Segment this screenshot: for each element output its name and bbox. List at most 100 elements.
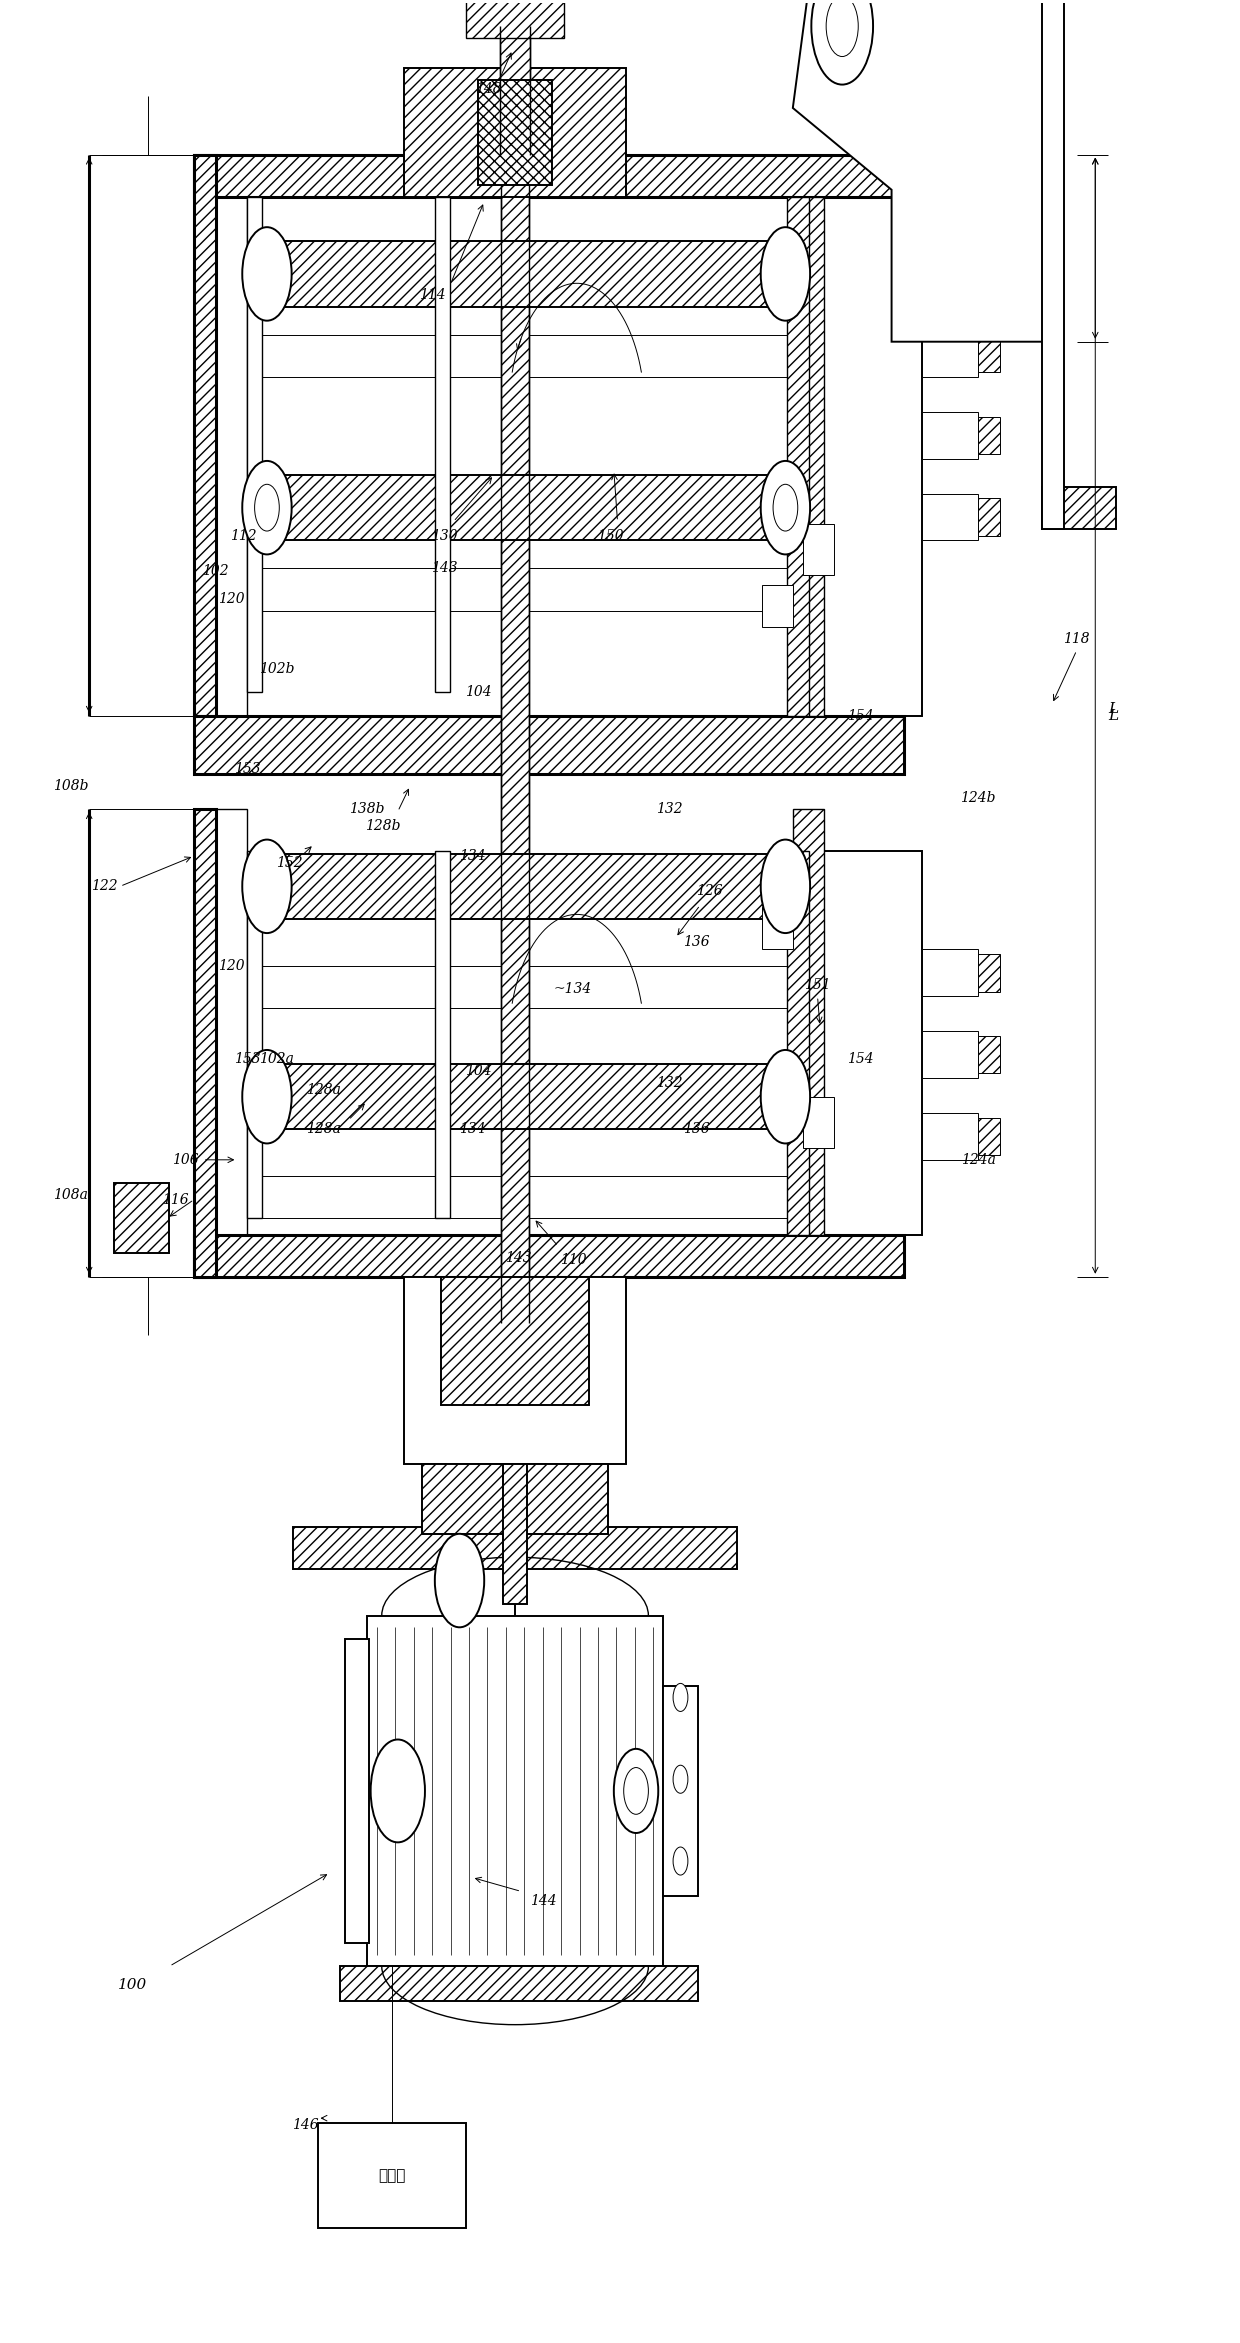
Text: 120: 120 — [218, 958, 244, 972]
Text: 108b: 108b — [53, 778, 88, 792]
Bar — [500, 26, 529, 155]
Circle shape — [760, 227, 810, 321]
Text: 112: 112 — [231, 530, 257, 544]
Bar — [802, 1097, 833, 1148]
Bar — [195, 1235, 904, 1277]
Text: 108a: 108a — [53, 1188, 88, 1202]
Text: 150: 150 — [596, 530, 624, 544]
Bar — [262, 965, 786, 1007]
Text: 152: 152 — [275, 855, 303, 869]
Circle shape — [371, 1739, 425, 1842]
Text: 控制器: 控制器 — [378, 2167, 405, 2184]
Bar — [345, 1640, 370, 1942]
Text: 153: 153 — [234, 761, 260, 776]
Bar — [923, 1031, 978, 1078]
Text: 143: 143 — [506, 1251, 532, 1265]
Text: 128b: 128b — [366, 818, 401, 832]
Text: ~134: ~134 — [554, 982, 593, 996]
Polygon shape — [792, 0, 1052, 342]
Bar — [340, 1966, 698, 2001]
Bar — [114, 1183, 170, 1254]
Bar — [262, 1176, 786, 1218]
Circle shape — [760, 462, 810, 555]
Bar — [501, 108, 528, 1324]
Circle shape — [435, 1535, 484, 1628]
Text: 136: 136 — [683, 1122, 709, 1136]
Bar — [1042, 487, 1116, 530]
Bar — [808, 197, 923, 715]
Text: 106: 106 — [172, 1153, 198, 1167]
Text: 120: 120 — [218, 593, 244, 607]
Bar — [265, 1064, 786, 1129]
Circle shape — [760, 1050, 810, 1143]
Bar — [404, 1277, 626, 1464]
Bar — [441, 1277, 589, 1406]
Text: 110: 110 — [559, 1254, 587, 1268]
Bar — [978, 954, 1001, 991]
Circle shape — [760, 839, 810, 933]
Text: 134: 134 — [459, 848, 485, 862]
Bar — [923, 494, 978, 541]
Bar — [265, 476, 786, 541]
Text: 102a: 102a — [259, 1052, 294, 1066]
Text: 151: 151 — [805, 977, 831, 991]
Text: 144: 144 — [531, 1893, 557, 1907]
Bar — [923, 949, 978, 996]
Text: 128a: 128a — [306, 1122, 341, 1136]
Text: 122: 122 — [91, 879, 118, 893]
Text: L: L — [1109, 708, 1118, 722]
Text: 100: 100 — [118, 1977, 148, 1992]
Circle shape — [614, 1748, 658, 1832]
Circle shape — [826, 0, 858, 56]
Bar — [761, 907, 792, 949]
Bar — [792, 808, 823, 1235]
Bar — [466, 0, 564, 37]
Text: 102b: 102b — [259, 663, 295, 675]
Bar — [195, 808, 216, 1277]
Bar — [423, 1464, 608, 1535]
Bar — [195, 715, 904, 773]
Bar — [923, 412, 978, 459]
Bar — [808, 851, 923, 1235]
Bar — [195, 155, 216, 715]
Text: 114: 114 — [419, 288, 445, 302]
Bar — [978, 1036, 1001, 1073]
Bar — [786, 851, 808, 1235]
Circle shape — [811, 0, 873, 84]
Bar — [293, 1528, 738, 1570]
Text: 134: 134 — [459, 1122, 485, 1136]
Text: 130: 130 — [432, 530, 458, 544]
Bar — [435, 197, 450, 691]
Bar — [978, 335, 1001, 373]
Bar — [262, 569, 786, 612]
Bar — [502, 1464, 527, 1605]
Circle shape — [242, 839, 291, 933]
Text: 104: 104 — [465, 684, 491, 698]
Text: 153: 153 — [234, 1052, 260, 1066]
Bar — [1042, 0, 1064, 530]
Bar — [786, 197, 808, 715]
Bar — [978, 417, 1001, 455]
Bar — [367, 1617, 663, 1966]
Bar — [262, 335, 786, 377]
Bar — [216, 808, 247, 1235]
Text: 126: 126 — [696, 883, 722, 897]
Bar — [479, 80, 552, 185]
Bar — [663, 1685, 698, 1895]
Text: 128a: 128a — [306, 1082, 341, 1097]
Bar — [978, 499, 1001, 537]
Circle shape — [773, 485, 797, 532]
Circle shape — [242, 227, 291, 321]
Bar — [761, 586, 792, 628]
Bar — [978, 1118, 1001, 1155]
Circle shape — [673, 1846, 688, 1874]
Text: 146: 146 — [291, 2118, 319, 2132]
Bar — [247, 851, 262, 1218]
Text: L: L — [1109, 701, 1118, 715]
Bar — [265, 241, 786, 307]
Text: 124b: 124b — [960, 790, 996, 804]
Text: 148: 148 — [475, 82, 501, 96]
Text: 136: 136 — [683, 935, 709, 949]
Text: 138b: 138b — [350, 801, 384, 815]
Text: 124a: 124a — [961, 1153, 996, 1167]
